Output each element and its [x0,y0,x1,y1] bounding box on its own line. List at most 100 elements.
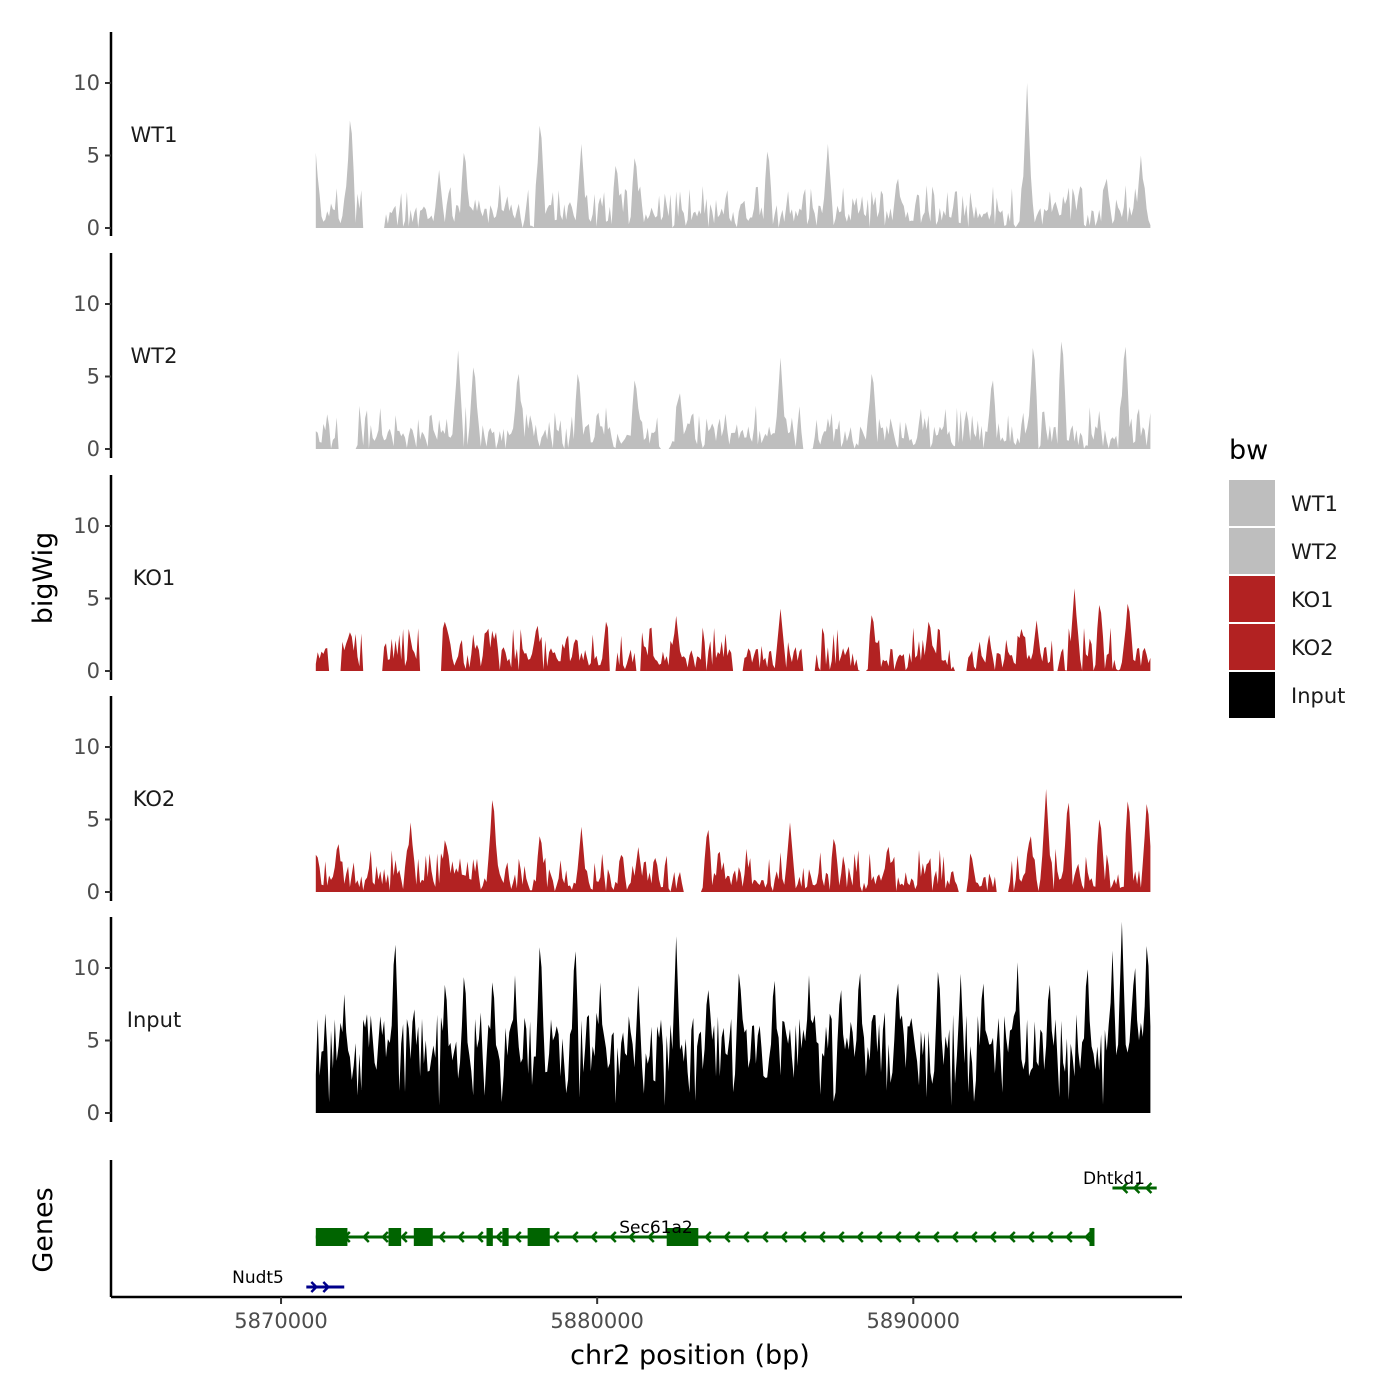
strand-arrow [932,1231,940,1243]
signal-area-input [315,921,1151,1113]
legend-label-wt1: WT1 [1291,492,1338,516]
x-axis-title: chr2 position (bp) [570,1340,810,1371]
strand-arrow [837,1231,845,1243]
legend-key-ko2 [1229,624,1275,670]
strand-arrow [1027,1231,1035,1243]
strand-arrow [875,1231,883,1243]
strand-arrow [362,1231,370,1243]
strand-arrow [628,1231,636,1243]
track-label-wt2: WT2 [131,344,178,368]
track-label-input: Input [127,1008,181,1032]
y-tick-label: 5 [87,144,100,168]
strand-arrow [799,1231,807,1243]
legend-title: bw [1229,435,1268,466]
exon [413,1228,433,1246]
strand-arrow [590,1231,598,1243]
y-tick-label: 5 [87,365,100,389]
strand-arrow [1120,1182,1129,1194]
legend-label-ko1: KO1 [1291,588,1334,612]
exon [502,1228,509,1246]
strand-arrow [951,1231,959,1243]
y-tick-label: 10 [73,514,100,538]
legend-key-wt2 [1229,528,1275,574]
strand-arrow [1084,1231,1092,1243]
strand-arrow [742,1231,750,1243]
signal-area-wt2 [315,341,1151,449]
gene-track: Nudt5 Sec61a2 Dhtkd1 [109,1160,1157,1297]
y-tick-label: 0 [87,216,100,240]
strand-arrow [552,1231,560,1243]
gene-label-nudt5: Nudt5 [232,1268,284,1288]
strand-arrow [400,1231,408,1243]
strand-arrow [1144,1182,1153,1194]
x-axis: 5870000 5880000 5890000 [111,1295,1182,1333]
legend-label-wt2: WT2 [1291,540,1338,564]
strand-arrow [571,1231,579,1243]
gene-label-sec61a2: Sec61a2 [619,1218,692,1238]
legend: bw WT1 WT2 KO1 KO2 Input [1229,435,1345,718]
exon [388,1228,402,1246]
legend-label-ko2: KO2 [1291,636,1334,660]
track-label-ko2: KO2 [133,787,176,811]
strand-arrow [970,1231,978,1243]
track-ko1: 0 5 10 KO1 [73,475,1151,683]
strand-arrow [1008,1231,1016,1243]
strand-arrow [310,1281,319,1293]
track-label-ko1: KO1 [133,566,176,590]
exon [315,1228,348,1246]
track-label-wt1: WT1 [131,123,178,147]
strand-arrow [913,1231,921,1243]
strand-arrow [322,1281,331,1293]
y-tick-label: 10 [73,735,100,759]
strand-arrow [1065,1231,1073,1243]
strand-arrow [818,1231,826,1243]
legend-key-ko1 [1229,576,1275,622]
strand-arrow [381,1231,389,1243]
track-input: 0 5 10 Input [73,917,1151,1125]
strand-arrow [894,1231,902,1243]
gene-label-dhtkd1: Dhtkd1 [1083,1169,1145,1189]
y-tick-label: 5 [87,808,100,832]
y-tick-label: 5 [87,1029,100,1053]
track-wt1: 0 5 10 WT1 [73,32,1151,240]
y-axis-title: bigWig [28,532,59,625]
strand-arrow [780,1231,788,1243]
track-wt2: 0 5 10 WT2 [73,253,1151,461]
strand-arrow [1046,1231,1054,1243]
strand-arrow [856,1231,864,1243]
signal-area-wt1 [315,83,1151,228]
legend-label-input: Input [1291,684,1345,708]
y-tick-label: 0 [87,437,100,461]
exon [486,1228,493,1246]
exon [666,1228,699,1246]
x-tick-label: 5880000 [550,1309,644,1333]
x-tick-label: 5890000 [867,1309,961,1333]
strand-arrow [438,1231,446,1243]
x-tick-label: 5870000 [234,1309,328,1333]
y-tick-label: 0 [87,659,100,683]
gene-sec61a2: Sec61a2 [315,1218,1095,1246]
legend-key-wt1 [1229,480,1275,526]
strand-arrow [476,1231,484,1243]
track-ko2: 0 5 10 KO2 [73,696,1151,904]
y-tick-label: 0 [87,1101,100,1125]
strand-arrow [723,1231,731,1243]
y-tick-label: 10 [73,956,100,980]
y-tick-label: 0 [87,880,100,904]
strand-arrow [761,1231,769,1243]
exon [1089,1228,1095,1246]
strand-arrow [704,1231,712,1243]
strand-arrow [989,1231,997,1243]
strand-arrow [647,1231,655,1243]
exon [527,1228,550,1246]
gene-nudt5: Nudt5 [232,1268,345,1293]
signal-area-ko1 [315,588,1151,671]
legend-key-input [1229,672,1275,718]
y-tick-label: 5 [87,587,100,611]
strand-arrow [514,1231,522,1243]
y-tick-label: 10 [73,292,100,316]
signal-tracks: 0 5 10 WT1 0 5 10 WT2 0 5 10 KO1 0 5 10 KO2 0 5 10 Input [73,32,1151,1125]
strand-arrow [1132,1182,1141,1194]
signal-area-ko2 [315,789,1151,892]
